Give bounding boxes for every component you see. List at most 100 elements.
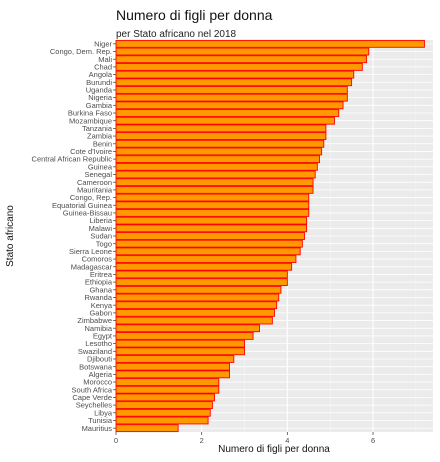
category-label: Mali <box>98 55 112 64</box>
category-label: Guinea <box>88 162 113 171</box>
bar <box>115 224 308 233</box>
x-tick-label: 4 <box>285 436 289 445</box>
category-label: Kenya <box>91 301 113 310</box>
x-tick-label: 6 <box>371 436 375 445</box>
category-label: Chad <box>94 63 112 72</box>
bar <box>115 393 215 402</box>
category-label: Zambia <box>87 132 113 141</box>
category-label: Nigeria <box>88 93 113 102</box>
bar <box>115 378 220 386</box>
category-label: Djibouti <box>87 355 112 364</box>
category-label: Sierra Leone <box>69 247 112 256</box>
bar <box>115 262 293 271</box>
category-label: Congo, Rep. <box>70 193 112 202</box>
category-label: Zimbabwe <box>77 316 112 325</box>
bar <box>115 116 335 125</box>
category-label: Madagascar <box>71 262 113 271</box>
bar <box>115 301 278 310</box>
bar <box>115 324 260 333</box>
category-label: Cote d'Ivoire <box>70 147 112 156</box>
bar <box>115 109 340 117</box>
category-label: Benin <box>93 139 112 148</box>
bar <box>115 347 245 356</box>
category-label: South Africa <box>72 385 113 394</box>
bar <box>115 247 301 256</box>
category-label: Central African Republic <box>32 155 113 164</box>
category-label: Tunisia <box>88 416 113 425</box>
category-label: Mozambique <box>69 116 112 125</box>
category-label: Morocco <box>83 378 112 387</box>
bar <box>115 362 230 371</box>
category-label: Malawi <box>89 224 113 233</box>
bar <box>115 209 310 217</box>
category-label: Libya <box>94 408 113 417</box>
category-label: Equatorial Guinea <box>52 201 113 210</box>
x-tick-label: 2 <box>200 436 204 445</box>
bar <box>115 178 314 187</box>
y-axis-title: Stato africano <box>5 205 16 267</box>
category-label: Namibia <box>84 324 112 333</box>
bar <box>115 185 314 194</box>
bar <box>115 132 327 140</box>
bar <box>115 55 368 64</box>
bar <box>115 339 245 348</box>
bar <box>115 170 316 179</box>
category-label: Guinea-Bissau <box>63 209 112 218</box>
bar <box>115 416 209 425</box>
category-label: Botswana <box>79 362 113 371</box>
bar <box>115 216 308 225</box>
category-label: Niger <box>94 39 112 48</box>
category-label: Seychelles <box>76 401 113 410</box>
bar <box>115 62 363 71</box>
category-label: Liberia <box>89 216 112 225</box>
category-label: Burundi <box>86 78 112 87</box>
category-label: Angola <box>89 70 113 79</box>
bar <box>115 239 303 248</box>
category-label: Uganda <box>86 86 113 95</box>
bar <box>115 47 370 56</box>
bar <box>115 232 305 240</box>
category-label: Eritrea <box>90 270 113 279</box>
bar <box>115 39 425 48</box>
bar <box>115 101 344 110</box>
category-label: Ethiopia <box>85 278 113 287</box>
bar <box>115 270 288 279</box>
bar <box>115 201 310 210</box>
category-label: Lesotho <box>85 339 112 348</box>
category-label: Tanzania <box>82 124 113 133</box>
bar <box>115 285 282 294</box>
bar <box>115 193 310 202</box>
bar <box>115 86 348 94</box>
bar <box>115 424 179 433</box>
category-label: Mauritius <box>82 424 113 433</box>
x-tick-label: 0 <box>114 436 118 445</box>
bar <box>115 408 211 417</box>
category-label: Swaziland <box>78 347 112 356</box>
bar <box>115 332 254 340</box>
bar <box>115 70 355 79</box>
category-label: Congo, Dem. Rep. <box>50 47 112 56</box>
category-label: Comoros <box>82 255 113 264</box>
bar <box>115 255 297 263</box>
bar <box>115 139 325 148</box>
category-label: Senegal <box>84 170 112 179</box>
category-label: Gambia <box>86 101 113 110</box>
category-label: Mauritania <box>77 185 113 194</box>
bar <box>115 308 275 317</box>
bar <box>115 78 353 87</box>
bar <box>115 293 280 302</box>
x-ticks: 0 2 4 6 <box>114 432 375 445</box>
bar <box>115 370 230 379</box>
bar <box>115 278 288 287</box>
bar <box>115 355 235 363</box>
category-label: Algeria <box>89 370 113 379</box>
x-axis-title: Numero di figli per donna <box>218 444 330 455</box>
category-label: Egypt <box>93 332 113 341</box>
bar <box>115 147 323 156</box>
bar <box>115 124 327 133</box>
bar <box>115 385 220 394</box>
bar <box>115 93 348 102</box>
